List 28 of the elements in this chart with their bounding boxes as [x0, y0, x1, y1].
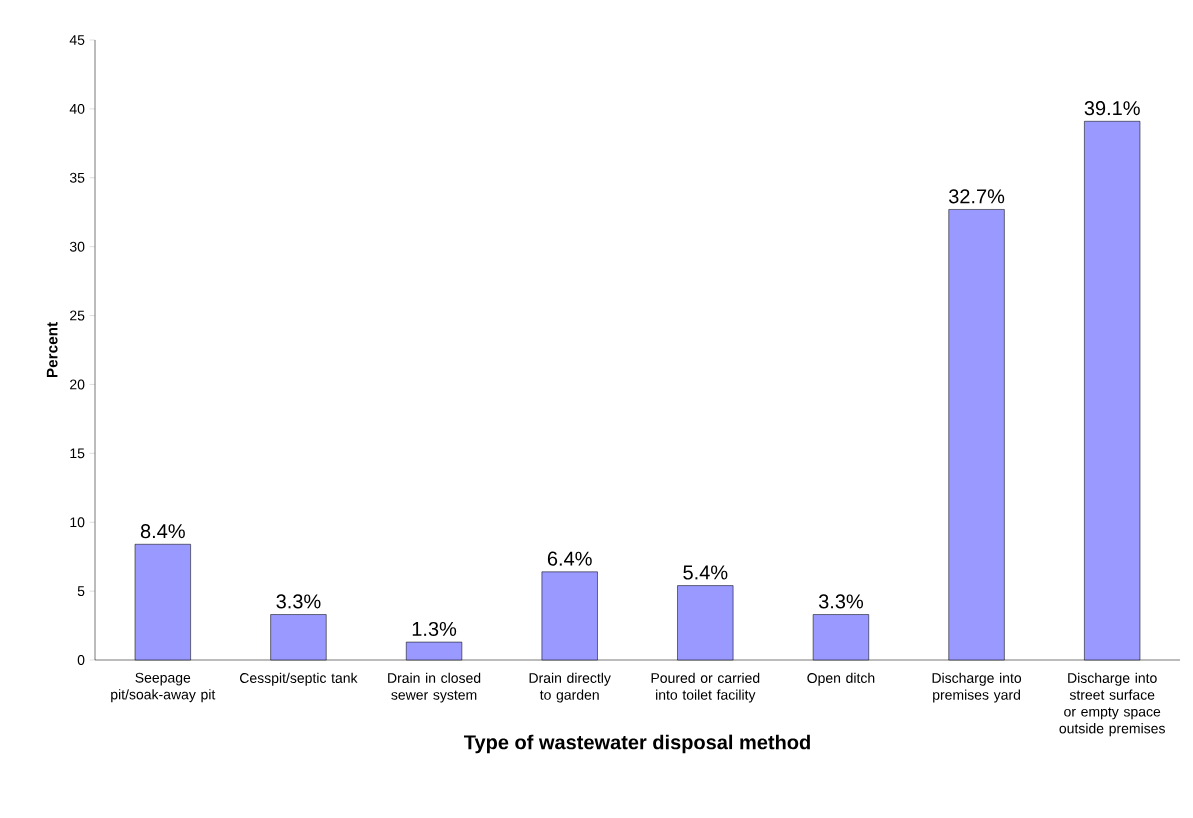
x-tick-label: Discharge into premises yard — [932, 672, 1022, 703]
data-label: 1.3% — [412, 621, 457, 637]
x-tick-label: Cesspit/septic tank — [240, 672, 358, 686]
x-tick-label: Drain directly to garden — [529, 672, 611, 703]
y-tick-label: 45 — [69, 35, 85, 45]
x-axis-title: Type of wastewater disposal method — [463, 734, 810, 754]
y-tick-label: 5 — [77, 586, 85, 597]
y-tick-label: 10 — [70, 517, 85, 528]
data-label: 3.3% — [276, 594, 321, 609]
y-tick-label: 30 — [69, 241, 85, 252]
data-label: 3.3% — [818, 594, 864, 609]
y-tick-label: 15 — [70, 448, 85, 459]
y-tick-label: 40 — [69, 103, 85, 114]
y-tick-label: 20 — [70, 379, 85, 390]
data-label: 6.4% — [547, 551, 592, 566]
x-tick-label: Poured or carried into toilet facility — [651, 672, 760, 703]
x-tick-label: Drain in closed sewer system — [388, 672, 481, 703]
data-label: 39.1% — [1084, 101, 1140, 116]
data-label: 8.4% — [140, 524, 185, 539]
y-tick-label: 25 — [70, 310, 85, 321]
y-tick-label: 0 — [77, 655, 85, 665]
data-label: 5.4% — [683, 565, 728, 580]
y-tick-label: 35 — [69, 172, 85, 183]
x-tick-label: Open ditch — [807, 672, 875, 686]
x-tick-label: Discharge into street surface or empty space outside premises — [1059, 672, 1165, 737]
data-label: 32.7% — [948, 189, 1005, 204]
x-tick-label: Seepage pit/soak-away pit — [111, 672, 216, 703]
y-axis-title: Percent — [46, 322, 58, 378]
